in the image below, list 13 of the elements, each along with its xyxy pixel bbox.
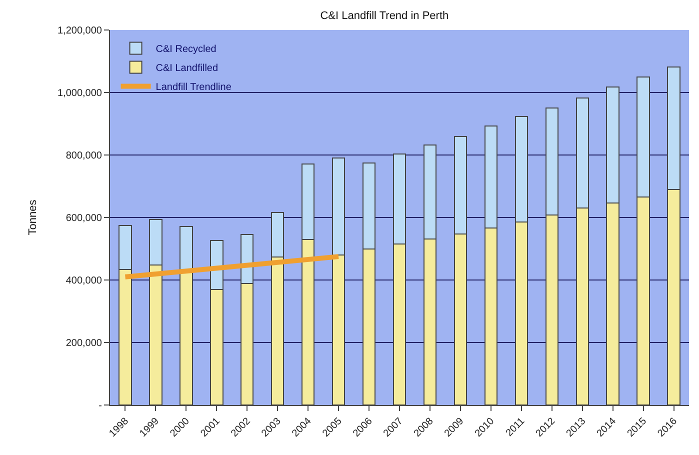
y-tick-label: 1,000,000 xyxy=(58,88,102,99)
y-tick-label: 400,000 xyxy=(66,276,102,286)
y-tick-label: 800,000 xyxy=(66,150,102,162)
legend-label: Landfill Trendline xyxy=(156,82,232,94)
y-axis-title: Tonnes xyxy=(27,199,40,236)
y-tick-label: 600,000 xyxy=(66,213,102,224)
y-tick-label: 200,000 xyxy=(66,338,102,349)
y-tick-label: 1,200,000 xyxy=(58,26,102,36)
y-tick-label: - xyxy=(98,400,102,412)
legend-label: C&I Recycled xyxy=(156,44,216,56)
bar xyxy=(180,226,193,272)
legend-label: C&I Landfilled xyxy=(156,63,218,74)
chart-title: C&I Landfill Trend in Perth xyxy=(320,10,449,22)
